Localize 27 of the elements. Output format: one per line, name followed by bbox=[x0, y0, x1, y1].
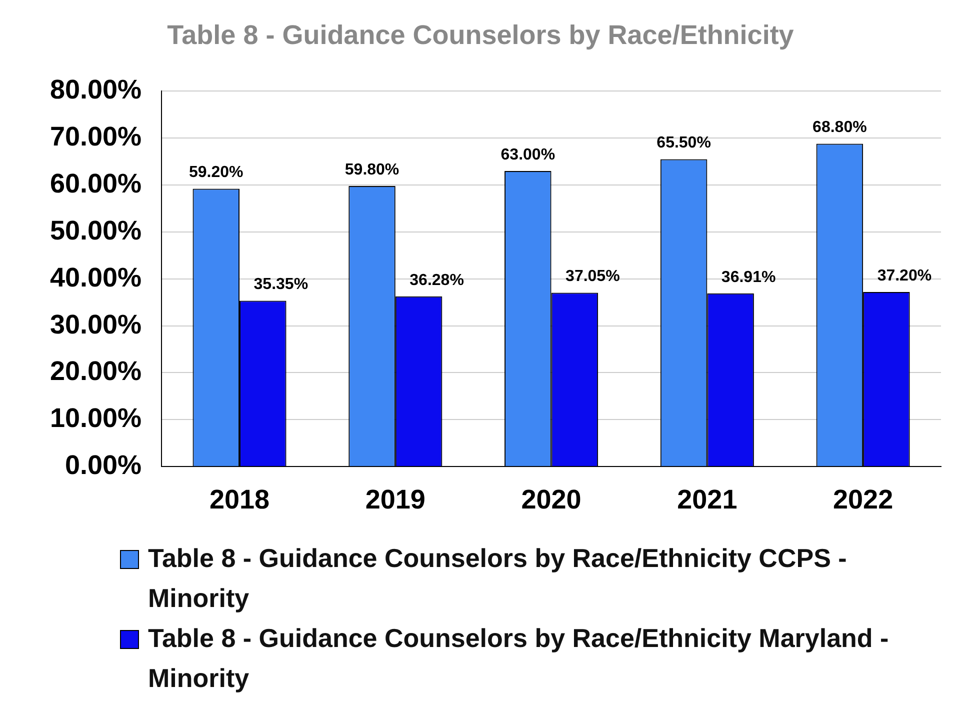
data-label: 59.80% bbox=[344, 161, 400, 178]
x-tick-label: 2021 bbox=[677, 484, 738, 514]
y-tick-label: 50.00% bbox=[50, 215, 142, 246]
data-label: 36.28% bbox=[410, 272, 464, 289]
legend-label: Table 8 - Guidance Counselors by Race/Ethnicity CCPS - Minority bbox=[148, 542, 848, 615]
y-tick-label: 70.00% bbox=[50, 122, 142, 152]
data-label: 36.91% bbox=[721, 268, 776, 286]
chart-title: Table 8 - Guidance Counselors by Race/Ethnicity bbox=[166, 20, 795, 51]
data-label: 59.20% bbox=[189, 164, 244, 182]
x-tick-label: 2020 bbox=[521, 484, 582, 514]
x-tick-label: 2022 bbox=[833, 484, 894, 514]
data-label: 65.50% bbox=[656, 134, 711, 152]
y-tick-label: 40.00% bbox=[50, 262, 142, 292]
legend-label: Table 8 - Guidance Counselors by Race/Ethnicity Maryland - Minority bbox=[148, 622, 890, 695]
data-label: 35.35% bbox=[254, 276, 308, 294]
data-label: 37.05% bbox=[566, 268, 620, 286]
y-tick-label: 80.00% bbox=[50, 74, 142, 105]
y-tick-label: 60.00% bbox=[50, 168, 142, 199]
y-tick-label: 10.00% bbox=[50, 403, 142, 434]
y-tick-label: 30.00% bbox=[50, 309, 142, 340]
x-tick-label: 2019 bbox=[365, 484, 426, 514]
y-tick-label: 0.00% bbox=[65, 450, 142, 480]
x-tick-label: 2018 bbox=[209, 484, 270, 514]
data-label: 37.20% bbox=[877, 267, 932, 284]
data-label: 63.00% bbox=[500, 146, 556, 164]
y-tick-label: 20.00% bbox=[50, 356, 142, 386]
data-label: 68.80% bbox=[812, 119, 867, 136]
